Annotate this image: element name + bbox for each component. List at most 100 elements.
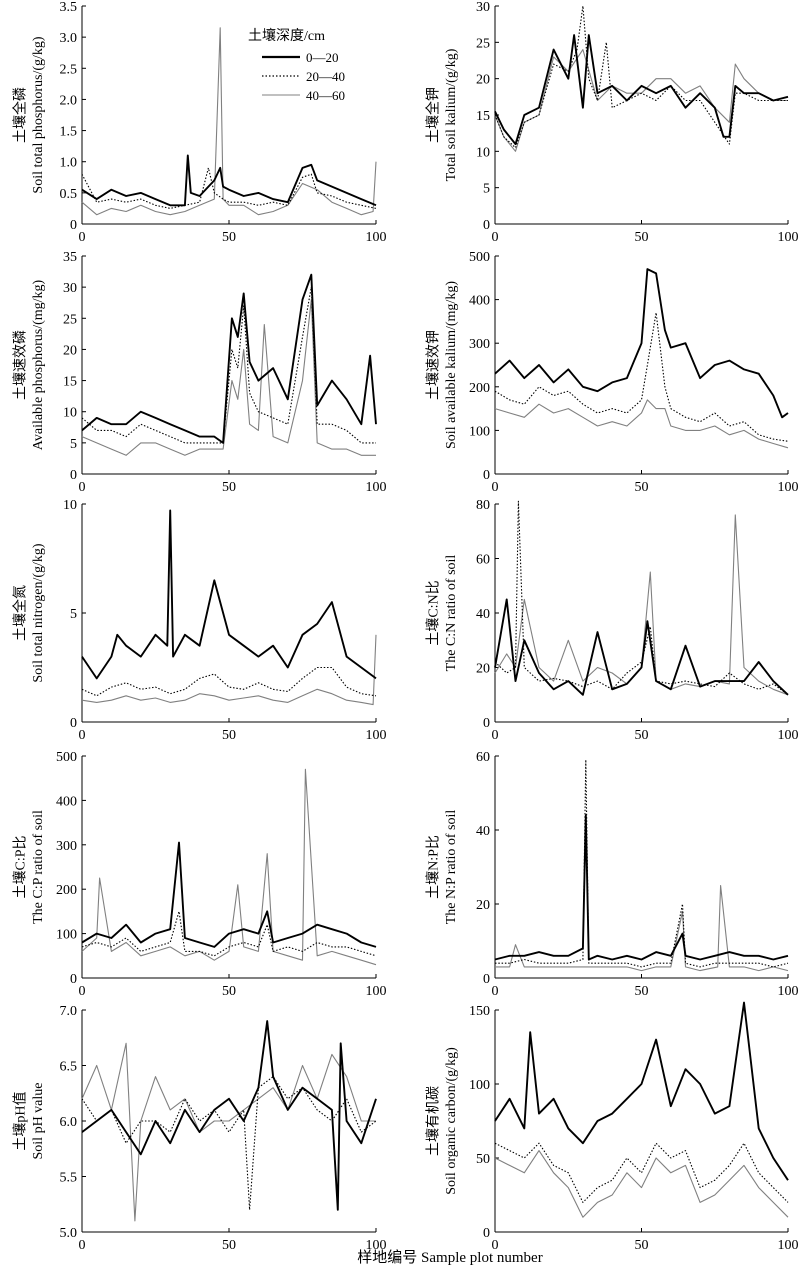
x-tick-label: 0 <box>79 1238 86 1253</box>
legend: 土壤深度/cm 0—20 20—40 40—60 <box>248 27 345 103</box>
y-tick-label: 3.0 <box>60 31 78 46</box>
y-axis-label-en: The C:P ratio of soil <box>31 810 46 924</box>
y-tick-label: 5.0 <box>60 1226 78 1241</box>
series-line-40-60 <box>81 299 376 456</box>
y-axis-label-cn: 土壤全钾 <box>425 87 442 143</box>
x-tick-label: 100 <box>366 480 387 495</box>
y-axis-label: 土壤有机碳 Soil organic carbon/(g/kg) <box>425 1047 460 1195</box>
y-tick-label: 20 <box>476 898 490 913</box>
x-tick-label: 50 <box>635 230 649 245</box>
y-tick-label: 0 <box>70 218 77 233</box>
y-tick-label: 10 <box>63 406 77 421</box>
x-axis-label: 样地编号 Sample plot number <box>357 1249 542 1266</box>
y-axis-label-en: Soil available kalium/(mg/kg) <box>444 281 459 449</box>
y-tick-label: 20 <box>476 73 490 88</box>
y-tick-label: 500 <box>469 250 490 265</box>
y-tick-label: 25 <box>63 312 77 327</box>
y-axis-label-cn: 土壤速效钾 <box>425 330 442 400</box>
series-line-20-40 <box>494 500 789 696</box>
y-tick-label: 3.5 <box>60 0 78 15</box>
y-axis-label-cn: 土壤全氮 <box>12 585 29 641</box>
series-line-0-20 <box>81 841 377 948</box>
y-tick-label: 300 <box>56 839 77 854</box>
series-line-40-60 <box>81 27 377 216</box>
y-tick-label: 10 <box>63 498 77 513</box>
x-tick-label: 0 <box>492 230 499 245</box>
y-tick-label: 80 <box>476 498 490 513</box>
x-tick-label: 50 <box>222 480 236 495</box>
x-tick-label: 50 <box>635 984 649 999</box>
panel-c: 0 5 10 15 20 25 30 35 0 50 100 土壤速效磷 Available phosp… <box>12 250 387 495</box>
series-line-0-20 <box>494 814 789 961</box>
series-line-0-20 <box>81 154 377 207</box>
x-tick-label: 0 <box>492 984 499 999</box>
x-tick-label: 100 <box>366 728 387 743</box>
series-line-0-20 <box>494 598 789 696</box>
y-tick-label: 30 <box>476 0 490 15</box>
y-axis-label-cn: 土壤pH值 <box>12 1091 29 1150</box>
y-tick-label: 25 <box>476 36 490 51</box>
y-tick-label: 400 <box>469 294 490 309</box>
y-tick-label: 5 <box>483 182 490 197</box>
y-tick-label: 6.5 <box>60 1060 78 1075</box>
y-axis-label-en: Soil total phosphorus/(g/kg) <box>31 36 46 193</box>
y-tick-label: 150 <box>469 1004 490 1019</box>
legend-label-40-60: 40—60 <box>306 88 345 103</box>
y-axis-label-en: Total soil kalium/(g/kg) <box>444 48 459 181</box>
x-tick-label: 0 <box>79 728 86 743</box>
y-tick-label: 30 <box>63 281 77 296</box>
y-tick-label: 200 <box>469 381 490 396</box>
y-tick-label: 20 <box>63 343 77 358</box>
x-tick-label: 100 <box>778 480 799 495</box>
panel-a: 0 0.5 1.0 1.5 2.0 2.5 3.0 3.5 0 50 100 土壤全磷 Soil tot… <box>12 0 387 245</box>
panel-i: 5.0 5.5 6.0 6.5 7.0 0 50 100 土壤pH值 Soil pH value <box>12 1004 387 1253</box>
y-tick-label: 5 <box>70 607 77 622</box>
y-tick-label: 0 <box>70 972 77 987</box>
series-line-40-60 <box>494 1150 789 1218</box>
y-tick-label: 0 <box>483 218 490 233</box>
y-tick-label: 200 <box>56 883 77 898</box>
series-line-0-20 <box>494 268 789 419</box>
x-tick-label: 0 <box>492 480 499 495</box>
y-tick-label: 60 <box>476 750 490 765</box>
series-line-20-40 <box>81 1076 377 1211</box>
y-tick-label: 100 <box>469 1078 490 1093</box>
panel-h: 0 20 40 60 0 50 100 土壤N:P比 The N:P ratio of soil <box>425 750 799 999</box>
x-tick-label: 100 <box>366 230 387 245</box>
x-tick-label: 0 <box>79 230 86 245</box>
x-tick-label: 50 <box>222 230 236 245</box>
y-axis-label-cn: 土壤C:P比 <box>12 835 29 898</box>
x-tick-label: 0 <box>79 984 86 999</box>
x-tick-label: 0 <box>79 480 86 495</box>
y-tick-label: 1.0 <box>60 156 78 171</box>
x-tick-label: 100 <box>366 1238 387 1253</box>
panel-d: 0 100 200 300 400 500 0 50 100 土壤速效钾 Soil availabl… <box>425 250 799 495</box>
y-tick-label: 7.0 <box>60 1004 78 1019</box>
y-axis-label-en: Available phosphorus/(mg/kg) <box>31 279 46 450</box>
y-axis-label: 土壤C:P比 The C:P ratio of soil <box>12 810 47 924</box>
series-line-40-60 <box>494 399 789 449</box>
legend-title: 土壤深度/cm <box>248 27 325 44</box>
y-tick-label: 0 <box>483 1226 490 1241</box>
y-axis-label: 土壤pH值 Soil pH value <box>12 1083 47 1160</box>
series-line-0-20 <box>81 1020 377 1211</box>
y-tick-label: 15 <box>476 109 490 124</box>
x-tick-label: 50 <box>222 1238 236 1253</box>
series-line-40-60 <box>81 768 377 966</box>
series-line-20-40 <box>81 910 377 957</box>
y-tick-label: 300 <box>469 337 490 352</box>
y-tick-label: 0.5 <box>60 187 78 202</box>
x-tick-label: 50 <box>635 480 649 495</box>
y-axis-label: 土壤速效钾 Soil available kalium/(mg/kg) <box>425 281 460 449</box>
panel-b: 0 5 10 15 20 25 30 0 50 100 土壤全钾 Total soil kalium/… <box>425 0 799 245</box>
y-axis-label-cn: 土壤全磷 <box>12 87 29 143</box>
y-axis-label: 土壤全钾 Total soil kalium/(g/kg) <box>425 48 460 181</box>
series-line-40-60 <box>494 49 788 152</box>
series-line-0-20 <box>494 34 789 146</box>
y-axis-label: 土壤全磷 Soil total phosphorus/(g/kg) <box>12 36 47 193</box>
x-tick-label: 100 <box>778 728 799 743</box>
panel-j: 0 50 100 150 0 50 100 土壤有机碳 Soil organic carbon/… <box>425 1001 799 1253</box>
